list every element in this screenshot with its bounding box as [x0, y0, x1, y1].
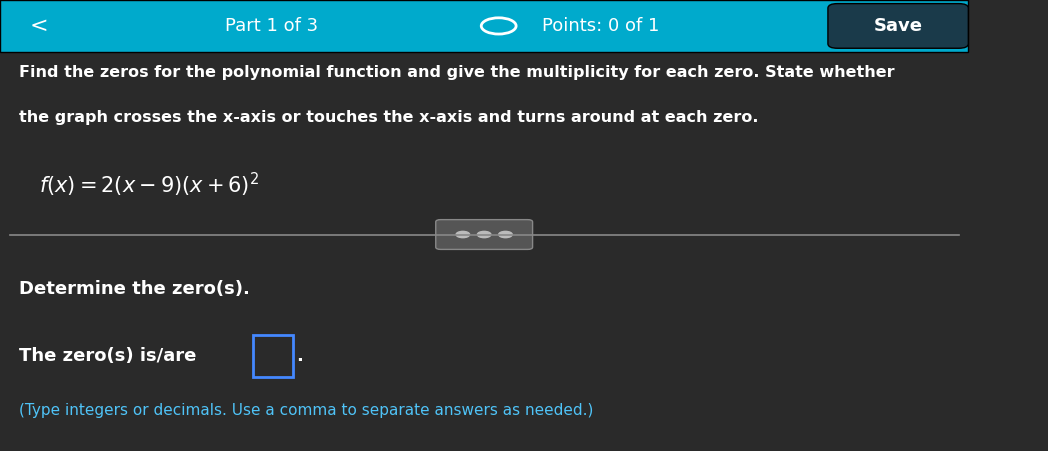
FancyBboxPatch shape [828, 4, 968, 48]
Text: <: < [29, 16, 48, 36]
FancyBboxPatch shape [436, 220, 532, 249]
Text: Determine the zero(s).: Determine the zero(s). [19, 280, 250, 298]
FancyBboxPatch shape [253, 335, 293, 377]
Text: (Type integers or decimals. Use a comma to separate answers as needed.): (Type integers or decimals. Use a comma … [19, 403, 594, 418]
Text: $f(x) = 2(x-9)(x+6)^2$: $f(x) = 2(x-9)(x+6)^2$ [39, 171, 259, 199]
Text: The zero(s) is/are: The zero(s) is/are [19, 347, 203, 365]
Circle shape [478, 231, 490, 238]
Circle shape [456, 231, 470, 238]
Text: .: . [297, 347, 303, 365]
Text: Part 1 of 3: Part 1 of 3 [224, 17, 318, 35]
Text: the graph crosses the x-axis or touches the x-axis and turns around at each zero: the graph crosses the x-axis or touches … [19, 110, 759, 125]
Text: Find the zeros for the polynomial function and give the multiplicity for each ze: Find the zeros for the polynomial functi… [19, 64, 895, 80]
Text: Points: 0 of 1: Points: 0 of 1 [542, 17, 659, 35]
Circle shape [499, 231, 512, 238]
FancyBboxPatch shape [0, 0, 968, 52]
Text: Save: Save [874, 17, 923, 35]
